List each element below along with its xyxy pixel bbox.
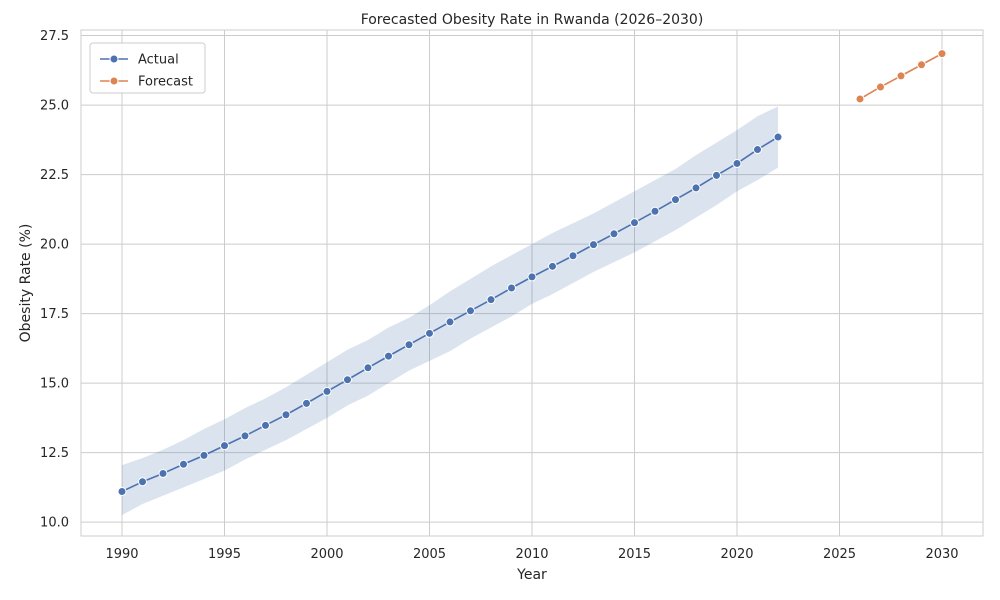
- legend-marker-forecast: [109, 76, 119, 86]
- y-axis-title: Obesity Rate (%): [18, 224, 34, 343]
- data-point-actual: [753, 145, 762, 155]
- data-point-actual: [507, 283, 516, 293]
- series-lines: [117, 49, 947, 497]
- data-point-actual: [220, 441, 229, 451]
- data-point-actual: [445, 317, 455, 327]
- data-point-actual: [609, 229, 619, 239]
- y-tick-label: 25.0: [40, 99, 69, 114]
- data-point-forecast: [896, 71, 906, 81]
- x-tick-label: 2005: [413, 547, 446, 562]
- x-tick-label: 2030: [925, 547, 958, 562]
- data-point-actual: [732, 158, 742, 168]
- tick-labels: 1990 1995 2000 2005 2010 2015 2020 2025 2030 10.0…: [40, 29, 959, 562]
- data-point-actual: [281, 410, 291, 420]
- data-point-actual: [384, 351, 393, 361]
- data-point-actual: [425, 328, 434, 338]
- y-tick-label: 20.0: [40, 238, 69, 253]
- data-point-actual: [527, 272, 537, 282]
- data-point-actual: [568, 251, 578, 261]
- data-point-actual: [343, 375, 352, 385]
- legend-label-actual: Actual: [138, 53, 179, 68]
- legend-marker-actual: [109, 54, 119, 64]
- data-point-actual: [302, 398, 311, 408]
- x-tick-label: 1990: [105, 547, 138, 562]
- y-tick-label: 12.5: [40, 446, 69, 461]
- data-point-actual: [322, 386, 332, 396]
- x-tick-label: 2015: [618, 547, 651, 562]
- data-point-actual: [138, 477, 147, 487]
- y-tick-label: 10.0: [40, 516, 69, 531]
- data-point-actual: [199, 450, 209, 460]
- data-point-actual: [712, 170, 721, 180]
- data-point-forecast: [917, 60, 926, 70]
- data-point-forecast: [855, 94, 865, 104]
- y-tick-label: 17.5: [40, 307, 69, 322]
- data-point-actual: [486, 295, 496, 305]
- data-point-actual: [691, 183, 701, 193]
- data-point-actual: [630, 218, 639, 228]
- data-point-forecast: [937, 49, 947, 59]
- data-point-actual: [158, 468, 168, 478]
- data-point-actual: [671, 195, 680, 205]
- x-tick-label: 2025: [823, 547, 856, 562]
- data-point-actual: [404, 340, 414, 350]
- data-point-actual: [240, 431, 250, 441]
- legend: Actual Forecast: [89, 42, 206, 94]
- y-tick-label: 15.0: [40, 377, 69, 392]
- x-tick-label: 2010: [515, 547, 548, 562]
- data-point-actual: [589, 240, 598, 250]
- legend-label-forecast: Forecast: [138, 75, 193, 90]
- y-tick-label: 22.5: [40, 168, 69, 183]
- data-point-actual: [363, 363, 373, 373]
- y-tick-label: 27.5: [40, 29, 69, 44]
- data-point-actual: [117, 487, 127, 497]
- x-axis-title: Year: [516, 567, 547, 583]
- chart-title: Forecasted Obesity Rate in Rwanda (2026–…: [361, 12, 704, 28]
- x-tick-label: 1995: [208, 547, 241, 562]
- x-tick-label: 2020: [720, 547, 753, 562]
- data-point-actual: [466, 306, 475, 316]
- data-point-forecast: [876, 82, 885, 92]
- x-tick-label: 2000: [310, 547, 343, 562]
- data-point-actual: [773, 132, 783, 142]
- data-point-actual: [650, 206, 660, 216]
- data-point-actual: [548, 261, 557, 271]
- grid-lines: [81, 30, 983, 536]
- data-point-actual: [179, 459, 188, 469]
- data-point-actual: [261, 420, 270, 430]
